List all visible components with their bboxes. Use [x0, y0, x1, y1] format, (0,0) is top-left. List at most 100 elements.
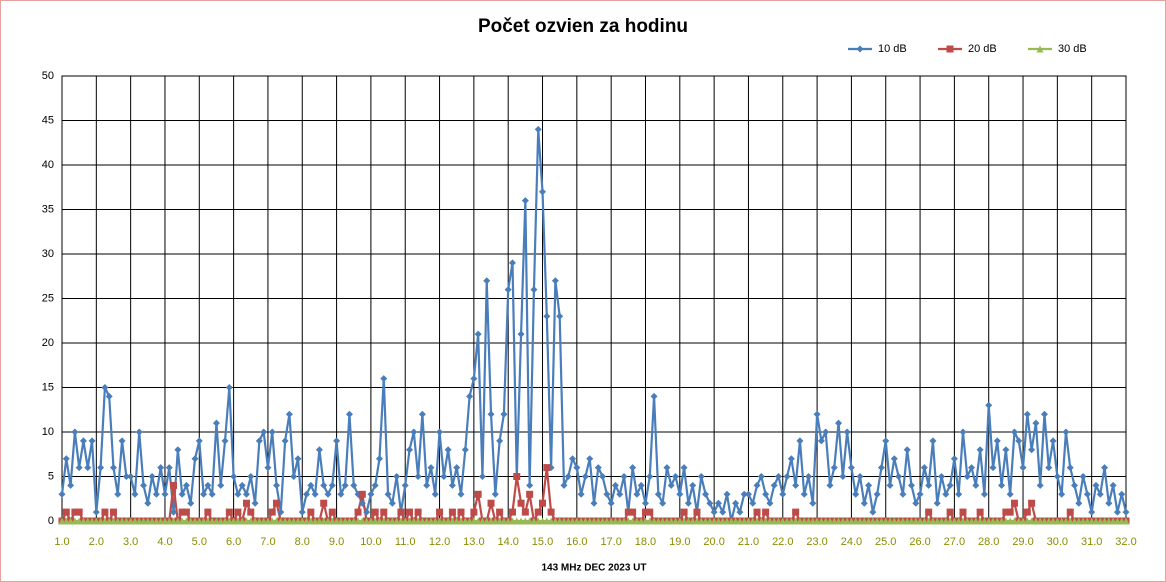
legend-label: 10 dB [878, 43, 907, 55]
marker [590, 499, 598, 507]
marker [491, 490, 499, 498]
marker [268, 508, 276, 516]
x-tick-label: 27.0 [944, 536, 965, 548]
marker [1118, 490, 1126, 498]
marker [702, 490, 710, 498]
series-markers [58, 517, 1130, 525]
marker [714, 499, 722, 507]
marker [839, 473, 847, 480]
y-tick-label: 10 [42, 426, 54, 438]
marker [1045, 464, 1053, 472]
x-tick-label: 30.0 [1047, 536, 1068, 548]
marker [847, 464, 855, 472]
marker [955, 490, 963, 498]
marker [406, 446, 414, 454]
marker [946, 45, 954, 53]
marker [809, 499, 817, 507]
marker [624, 508, 632, 516]
marker [1088, 508, 1096, 516]
marker [320, 499, 328, 507]
marker [260, 428, 268, 436]
marker [152, 490, 160, 498]
marker [371, 481, 379, 489]
x-tick-label: 3.0 [123, 536, 138, 548]
marker [792, 481, 800, 489]
marker [783, 473, 791, 480]
marker [101, 384, 109, 391]
marker [448, 481, 456, 489]
x-tick-label: 5.0 [192, 536, 207, 548]
marker [1075, 499, 1083, 507]
marker [504, 286, 512, 294]
marker [744, 490, 752, 498]
marker [1032, 419, 1040, 427]
x-tick-label: 14.0 [497, 536, 518, 548]
marker [603, 490, 611, 498]
marker [483, 277, 491, 285]
marker [320, 481, 328, 489]
marker [556, 312, 564, 320]
marker [646, 508, 654, 516]
marker [165, 464, 173, 472]
marker [1105, 499, 1113, 507]
marker [1023, 410, 1031, 418]
marker [1058, 490, 1066, 498]
marker [920, 464, 928, 472]
x-tick-label: 13.0 [463, 536, 484, 548]
x-tick-label: 15.0 [532, 536, 553, 548]
marker [779, 490, 787, 498]
legend-label: 30 dB [1058, 43, 1087, 55]
marker [440, 473, 448, 480]
marker [877, 464, 885, 472]
marker [375, 455, 383, 463]
marker [792, 508, 800, 516]
marker [285, 410, 293, 418]
marker [946, 508, 954, 516]
marker [1006, 508, 1014, 516]
marker [174, 446, 182, 454]
marker [273, 481, 281, 489]
marker [277, 508, 285, 516]
marker [191, 455, 199, 463]
marker [663, 464, 671, 472]
marker [453, 464, 461, 472]
marker [221, 437, 229, 445]
marker [762, 508, 770, 516]
marker [641, 499, 649, 507]
marker [633, 490, 641, 498]
marker [719, 508, 727, 516]
marker [1062, 428, 1070, 436]
marker [873, 490, 881, 498]
y-tick-label: 35 [42, 203, 54, 215]
x-tick-label: 20.0 [703, 536, 724, 548]
marker [586, 455, 594, 463]
marker [444, 446, 452, 454]
marker [650, 392, 658, 400]
marker [680, 508, 688, 516]
marker [770, 481, 778, 489]
marker [242, 499, 250, 507]
marker [496, 437, 504, 445]
marker [607, 499, 615, 507]
marker [946, 481, 954, 489]
marker [212, 419, 220, 427]
marker [543, 312, 551, 320]
marker [457, 490, 465, 498]
marker [659, 499, 667, 507]
marker [410, 428, 418, 436]
marker [526, 490, 534, 498]
marker [599, 473, 607, 480]
marker [680, 464, 688, 472]
marker [423, 481, 431, 489]
marker [822, 428, 830, 436]
marker [1071, 481, 1079, 489]
x-tick-label: 25.0 [875, 536, 896, 548]
marker [513, 473, 521, 480]
marker [817, 437, 825, 445]
marker [980, 490, 988, 498]
marker [882, 437, 890, 445]
marker [62, 455, 70, 463]
marker [268, 428, 276, 436]
marker [517, 499, 525, 507]
